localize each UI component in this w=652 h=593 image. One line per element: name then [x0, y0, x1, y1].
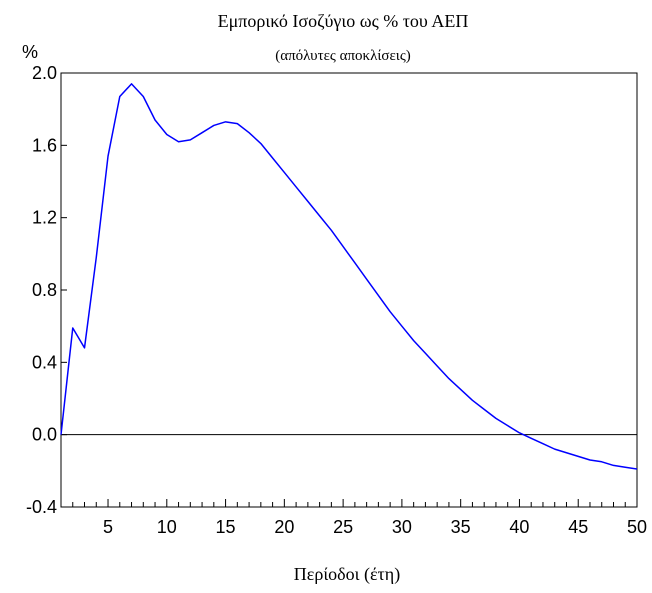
series-line — [60, 83, 638, 470]
y-tick-label: 1.6 — [32, 135, 57, 155]
y-tick-label: 1.2 — [32, 208, 57, 228]
x-tick-label: 20 — [274, 517, 294, 537]
y-tick-label: -0.4 — [26, 497, 57, 517]
y-tick-label: 0.4 — [32, 352, 57, 372]
y-tick-label: 2.0 — [32, 63, 57, 83]
chart-title: Εμπορικό Ισοζύγιο ως % του ΑΕΠ — [218, 11, 469, 31]
x-axis-label: Περίοδοι (έτη) — [294, 564, 400, 585]
x-tick-label: 50 — [627, 517, 647, 537]
x-tick-label: 10 — [157, 517, 177, 537]
y-axis-unit-label: % — [22, 42, 38, 62]
x-tick-label: 5 — [103, 517, 113, 537]
x-tick-label: 30 — [392, 517, 412, 537]
chart-subtitle: (απόλυτες αποκλίσεις) — [275, 48, 411, 64]
x-tick-label: 40 — [509, 517, 529, 537]
y-tick-label: 0.8 — [32, 280, 57, 300]
x-tick-label: 45 — [568, 517, 588, 537]
plot-frame — [60, 72, 638, 508]
y-axis: -0.4 0.0 0.4 0.8 1.2 1.6 2.0 — [26, 63, 67, 517]
x-tick-label: 35 — [451, 517, 471, 537]
y-tick-label: 0.0 — [32, 425, 57, 445]
x-axis: 5 10 15 20 25 30 35 40 45 50 — [60, 499, 647, 537]
x-tick-label: 15 — [216, 517, 236, 537]
x-tick-label: 25 — [333, 517, 353, 537]
